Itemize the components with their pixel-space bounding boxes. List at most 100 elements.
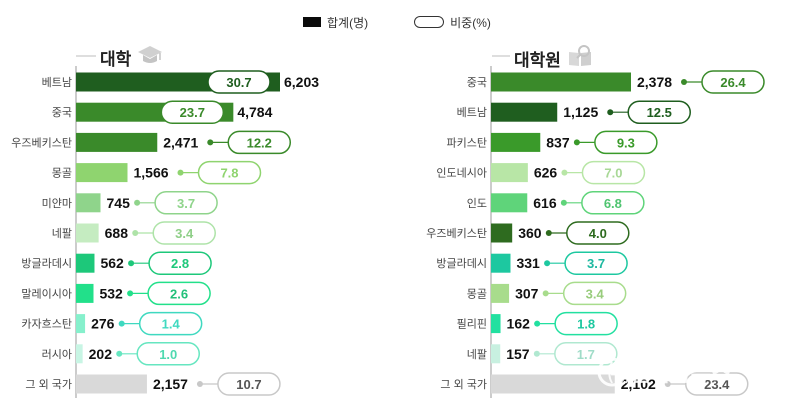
left-share-label: 23.7 xyxy=(180,105,205,120)
left-category-label: 카자흐스탄 xyxy=(21,318,72,331)
left-category-label: 미얀마 xyxy=(42,196,72,210)
left-value-label: 2,157 xyxy=(153,376,188,392)
graduation-cap-icon xyxy=(137,44,163,71)
right-value-label: 307 xyxy=(515,285,539,301)
right-bar xyxy=(491,223,513,243)
right-category-label: 필리핀 xyxy=(457,318,487,331)
right-share-oval xyxy=(554,311,618,336)
right-value-label: 331 xyxy=(516,255,540,271)
left-share-oval xyxy=(160,100,225,124)
left-share-oval xyxy=(154,191,218,215)
left-value-label: 745 xyxy=(107,195,131,211)
legend-share-label: 비중(%) xyxy=(450,15,491,30)
left-share-oval xyxy=(136,342,200,366)
right-share-label: 3.7 xyxy=(587,256,605,271)
legend-total-label: 합계(명) xyxy=(327,15,369,30)
left-value-label: 688 xyxy=(105,225,129,241)
right-share-oval xyxy=(581,191,645,215)
left-value-label: 6,203 xyxy=(284,74,319,90)
right-category-label: 몽골 xyxy=(467,287,487,300)
watermark-text: ㈜한국탑뉴스 xyxy=(608,361,731,386)
right-category-label: 우즈베키스탄 xyxy=(426,227,487,240)
left-share-label: 10.7 xyxy=(236,377,261,392)
right-value-label: 162 xyxy=(507,316,531,332)
left-category-label: 베트남 xyxy=(42,76,72,89)
right-bar xyxy=(491,132,541,152)
left-share-label: 1.0 xyxy=(159,347,177,362)
right-share-label: 3.4 xyxy=(586,286,605,301)
right-share-oval xyxy=(566,221,630,245)
left-share-label: 2.6 xyxy=(170,286,188,301)
right-share-label: 7.0 xyxy=(604,166,622,181)
right-bar xyxy=(491,374,615,394)
right-share-oval xyxy=(562,281,627,306)
right-share-oval xyxy=(564,251,628,275)
right-share-label: 1.8 xyxy=(577,317,595,332)
right-value-label: 1,125 xyxy=(563,104,598,120)
left-value-label: 202 xyxy=(89,346,113,362)
left-share-oval xyxy=(138,311,203,336)
right-bar xyxy=(491,344,501,364)
left-panel-title-text: 대학 xyxy=(100,50,132,69)
left-bar xyxy=(76,344,83,364)
right-bar xyxy=(491,102,558,122)
left-share-oval xyxy=(197,160,262,185)
right-value-label: 2,102 xyxy=(621,376,656,392)
left-share-label: 7.8 xyxy=(220,166,238,181)
left-share-oval xyxy=(152,221,216,245)
right-value-label: 360 xyxy=(518,225,542,241)
left-category-label: 그 외 국가 xyxy=(25,378,72,391)
right-bar xyxy=(491,253,511,273)
left-category-label: 말레이시아 xyxy=(21,287,72,300)
left-value-label: 532 xyxy=(99,285,123,301)
left-value-label: 1,566 xyxy=(134,165,169,181)
left-value-label: 562 xyxy=(100,255,124,271)
right-value-label: 157 xyxy=(506,346,530,362)
left-bar xyxy=(76,283,94,303)
left-bar xyxy=(76,253,95,273)
legend: 합계(명) 비중(%) xyxy=(303,12,491,32)
left-bar xyxy=(76,193,101,213)
left-share-label: 2.8 xyxy=(171,256,189,271)
watermark: ㈜한국탑뉴스 xyxy=(597,357,731,387)
left-share-label: 12.2 xyxy=(247,135,272,150)
legend-share-swatch xyxy=(414,16,445,28)
left-panel-title: 대학 xyxy=(100,44,163,71)
right-value-label: 837 xyxy=(546,134,570,150)
left-value-label: 4,784 xyxy=(237,104,272,120)
right-bar xyxy=(491,193,528,213)
left-category-label: 러시아 xyxy=(42,348,72,361)
right-category-label: 그 외 국가 xyxy=(440,378,487,391)
left-bar xyxy=(76,163,128,183)
left-category-label: 중국 xyxy=(52,107,72,119)
left-share-label: 3.7 xyxy=(177,196,195,211)
left-category-label: 몽골 xyxy=(52,167,72,180)
left-category-label: 우즈베키스탄 xyxy=(11,136,72,149)
right-share-oval xyxy=(701,70,765,94)
right-value-label: 626 xyxy=(534,165,558,181)
right-category-label: 네팔 xyxy=(467,348,487,361)
right-category-label: 파키스탄 xyxy=(447,136,487,149)
right-share-oval xyxy=(581,160,646,185)
left-bar-chart: 베트남 6,203 30.7 중국 4,784 23.7 우즈베키스탄 2,471 12.2 몽골… xyxy=(11,66,319,398)
right-category-label: 인도 xyxy=(467,197,487,210)
left-category-label: 방글라데시 xyxy=(21,257,72,270)
right-share-oval xyxy=(685,372,749,396)
right-category-label: 인도네시아 xyxy=(436,167,487,180)
left-share-oval xyxy=(148,251,212,275)
right-bar xyxy=(491,163,528,183)
right-share-label: 26.4 xyxy=(720,75,746,90)
left-share-label: 1.4 xyxy=(162,317,181,332)
left-share-oval xyxy=(217,372,281,396)
right-share-label: 9.3 xyxy=(617,135,635,150)
left-share-oval xyxy=(207,70,271,94)
left-share-label: 30.7 xyxy=(226,75,251,90)
left-bar xyxy=(76,132,158,152)
right-bar-chart: 중국 2,378 26.4 베트남 1,125 12.5 파키스탄 837 9.3 인도네시아 62… xyxy=(426,66,765,398)
left-bar xyxy=(76,314,86,334)
right-share-label: 4.0 xyxy=(589,226,607,241)
right-bar xyxy=(491,72,631,92)
right-bar xyxy=(491,314,501,334)
right-share-label: 23.4 xyxy=(704,377,730,392)
